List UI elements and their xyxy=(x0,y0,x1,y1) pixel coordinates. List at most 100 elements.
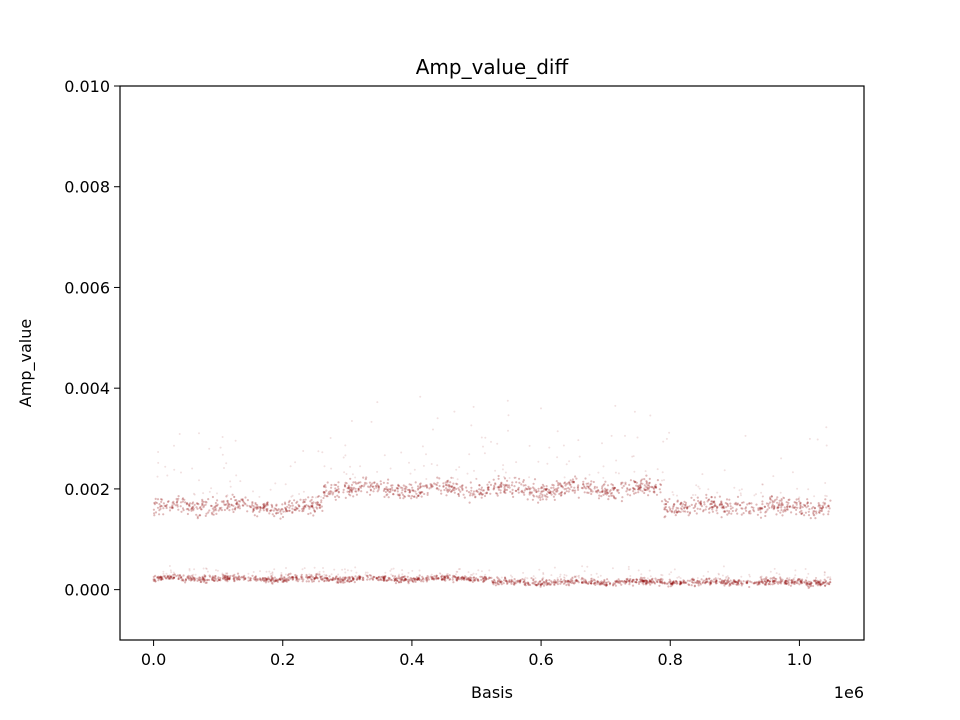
scatter-point xyxy=(593,485,597,488)
scatter-point-outlier xyxy=(216,492,218,495)
scatter-point xyxy=(660,581,663,584)
scatter-point xyxy=(469,579,472,582)
scatter-point xyxy=(352,578,355,582)
scatter-point xyxy=(411,486,414,489)
scatter-point xyxy=(241,498,244,501)
scatter-point-outlier xyxy=(320,495,322,498)
scatter-point xyxy=(253,514,256,517)
scatter-point xyxy=(645,474,648,477)
scatter-point xyxy=(200,508,203,511)
scatter-point xyxy=(463,575,467,578)
scatter-point xyxy=(263,505,266,508)
scatter-point xyxy=(718,504,721,507)
scatter-point xyxy=(768,506,771,509)
scatter-point xyxy=(377,579,380,582)
scatter-point xyxy=(396,487,399,490)
scatter-point xyxy=(380,578,383,582)
scatter-point xyxy=(668,497,671,501)
scatter-point xyxy=(304,498,307,501)
scatter-point xyxy=(646,487,649,490)
scatter-point xyxy=(265,577,268,580)
scatter-point xyxy=(214,504,217,507)
scatter-point xyxy=(159,575,162,579)
scatter-point-outlier xyxy=(595,572,598,575)
scatter-point xyxy=(179,501,183,504)
scatter-point xyxy=(719,577,722,581)
scatter-point xyxy=(539,584,542,587)
scatter-point xyxy=(455,578,458,582)
scatter-point xyxy=(549,490,552,493)
scatter-point xyxy=(382,579,385,582)
scatter-point-outlier xyxy=(269,572,272,575)
scatter-point xyxy=(362,578,365,582)
scatter-point xyxy=(757,507,760,510)
scatter-point-outlier xyxy=(418,569,421,572)
scatter-point xyxy=(714,504,717,508)
scatter-point xyxy=(538,494,541,497)
scatter-point xyxy=(314,574,317,577)
scatter-point xyxy=(522,581,525,584)
scatter-point xyxy=(350,486,353,489)
scatter-point xyxy=(566,580,569,583)
scatter-point xyxy=(309,575,312,578)
scatter-point xyxy=(786,577,789,580)
scatter-point-outlier xyxy=(280,572,283,574)
scatter-point xyxy=(552,484,555,487)
scatter-point xyxy=(679,580,683,583)
scatter-point-outlier xyxy=(672,493,675,496)
scatter-point xyxy=(227,575,230,578)
scatter-point xyxy=(686,506,689,510)
scatter-point xyxy=(513,476,516,479)
scatter-point-outlier xyxy=(192,492,195,495)
scatter-point xyxy=(585,581,588,584)
scatter-point xyxy=(728,498,731,501)
scatter-point xyxy=(241,504,244,507)
scatter-point xyxy=(295,577,298,580)
scatter-point xyxy=(687,583,690,586)
scatter-point xyxy=(625,490,628,493)
scatter-point xyxy=(783,581,786,584)
scatter-point xyxy=(773,582,776,585)
scatter-point xyxy=(820,583,823,586)
scatter-point xyxy=(370,577,373,580)
scatter-point xyxy=(315,503,318,506)
scatter-point xyxy=(818,510,821,514)
scatter-point-outlier xyxy=(692,494,694,496)
scatter-point xyxy=(624,483,627,486)
scatter-point xyxy=(261,578,264,581)
scatter-point xyxy=(313,509,316,512)
scatter-point xyxy=(516,488,520,491)
scatter-point xyxy=(710,495,713,499)
scatter-point xyxy=(663,581,666,584)
y-axis-label: Amp_value xyxy=(16,319,36,407)
scatter-point xyxy=(725,579,729,583)
scatter-point-outlier xyxy=(668,431,671,434)
scatter-point xyxy=(645,581,648,585)
scatter-point xyxy=(758,581,761,585)
scatter-point xyxy=(399,496,402,500)
scatter-point xyxy=(318,503,321,506)
scatter-point xyxy=(189,575,192,578)
scatter-point xyxy=(793,501,796,504)
scatter-point-outlier xyxy=(265,570,268,573)
scatter-point xyxy=(372,490,375,493)
scatter-point xyxy=(761,503,764,506)
scatter-point xyxy=(484,576,488,579)
scatter-point xyxy=(329,492,332,495)
scatter-point xyxy=(533,478,537,481)
scatter-point xyxy=(740,507,743,510)
scatter-point xyxy=(531,498,535,501)
scatter-point xyxy=(549,490,552,493)
scatter-point xyxy=(664,515,667,518)
scatter-point xyxy=(456,577,459,580)
scatter-point xyxy=(289,504,292,508)
scatter-point xyxy=(290,502,294,505)
scatter-point xyxy=(377,486,380,490)
scatter-point xyxy=(425,576,428,580)
scatter-point-outlier xyxy=(565,463,568,466)
scatter-point xyxy=(827,581,830,584)
scatter-point xyxy=(316,507,319,510)
scatter-point xyxy=(724,581,727,585)
scatter-point xyxy=(745,509,748,512)
scatter-point xyxy=(679,582,682,585)
